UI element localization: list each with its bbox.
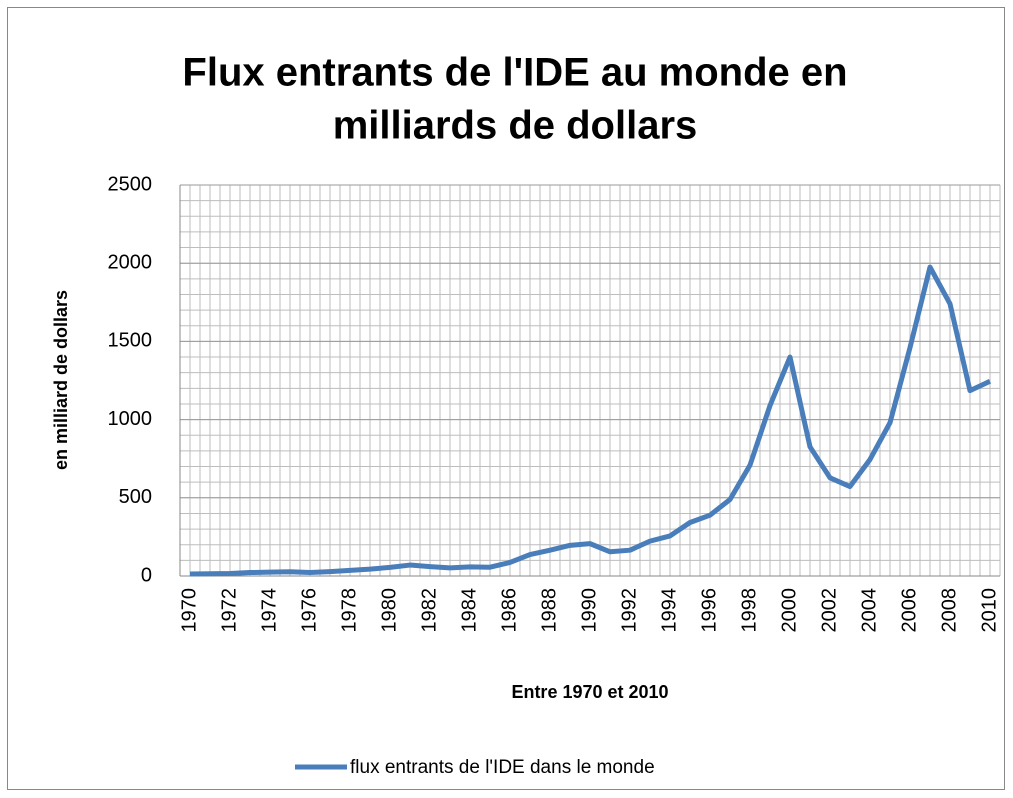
y-axis-title: en milliard de dollars: [51, 290, 71, 470]
x-tick-label: 1998: [738, 588, 760, 633]
chart-border: [7, 7, 1005, 790]
y-tick-label: 0: [141, 564, 152, 586]
x-axis-title: Entre 1970 et 2010: [511, 682, 668, 702]
y-tick-label: 2500: [108, 173, 153, 195]
x-tick-label: 2000: [778, 588, 800, 633]
x-tick-label: 2002: [818, 588, 840, 633]
x-tick-label: 1974: [258, 588, 280, 633]
x-tick-label: 1970: [178, 588, 200, 633]
x-tick-label: 1988: [538, 588, 560, 633]
data-line: [189, 264, 992, 577]
x-tick-label: 2008: [938, 588, 960, 633]
x-tick-label: 1982: [418, 588, 440, 633]
x-tick-label: 2010: [978, 588, 1000, 633]
x-tick-label: 1984: [458, 588, 480, 633]
x-tick-label: 1990: [578, 588, 600, 633]
x-tick-label: 1972: [218, 588, 240, 633]
x-tick-label: 1994: [658, 588, 680, 633]
x-tick-label: 1978: [338, 588, 360, 633]
x-tick-label: 1992: [618, 588, 640, 633]
x-tick-label: 2006: [898, 588, 920, 633]
chart-title: milliards de dollars: [333, 104, 698, 148]
legend-label: flux entrants de l'IDE dans le monde: [350, 757, 655, 778]
x-tick-label: 1976: [298, 588, 320, 633]
y-tick-label: 500: [119, 486, 152, 508]
x-tick-label: 1980: [378, 588, 400, 633]
chart-title: Flux entrants de l'IDE au monde en: [182, 51, 847, 95]
x-tick-label: 2004: [858, 588, 880, 633]
x-tick-label: 1996: [698, 588, 720, 633]
y-tick-label: 2000: [108, 251, 153, 273]
y-tick-label: 1000: [108, 408, 153, 430]
x-tick-label: 1986: [498, 588, 520, 633]
y-tick-label: 1500: [108, 330, 153, 352]
